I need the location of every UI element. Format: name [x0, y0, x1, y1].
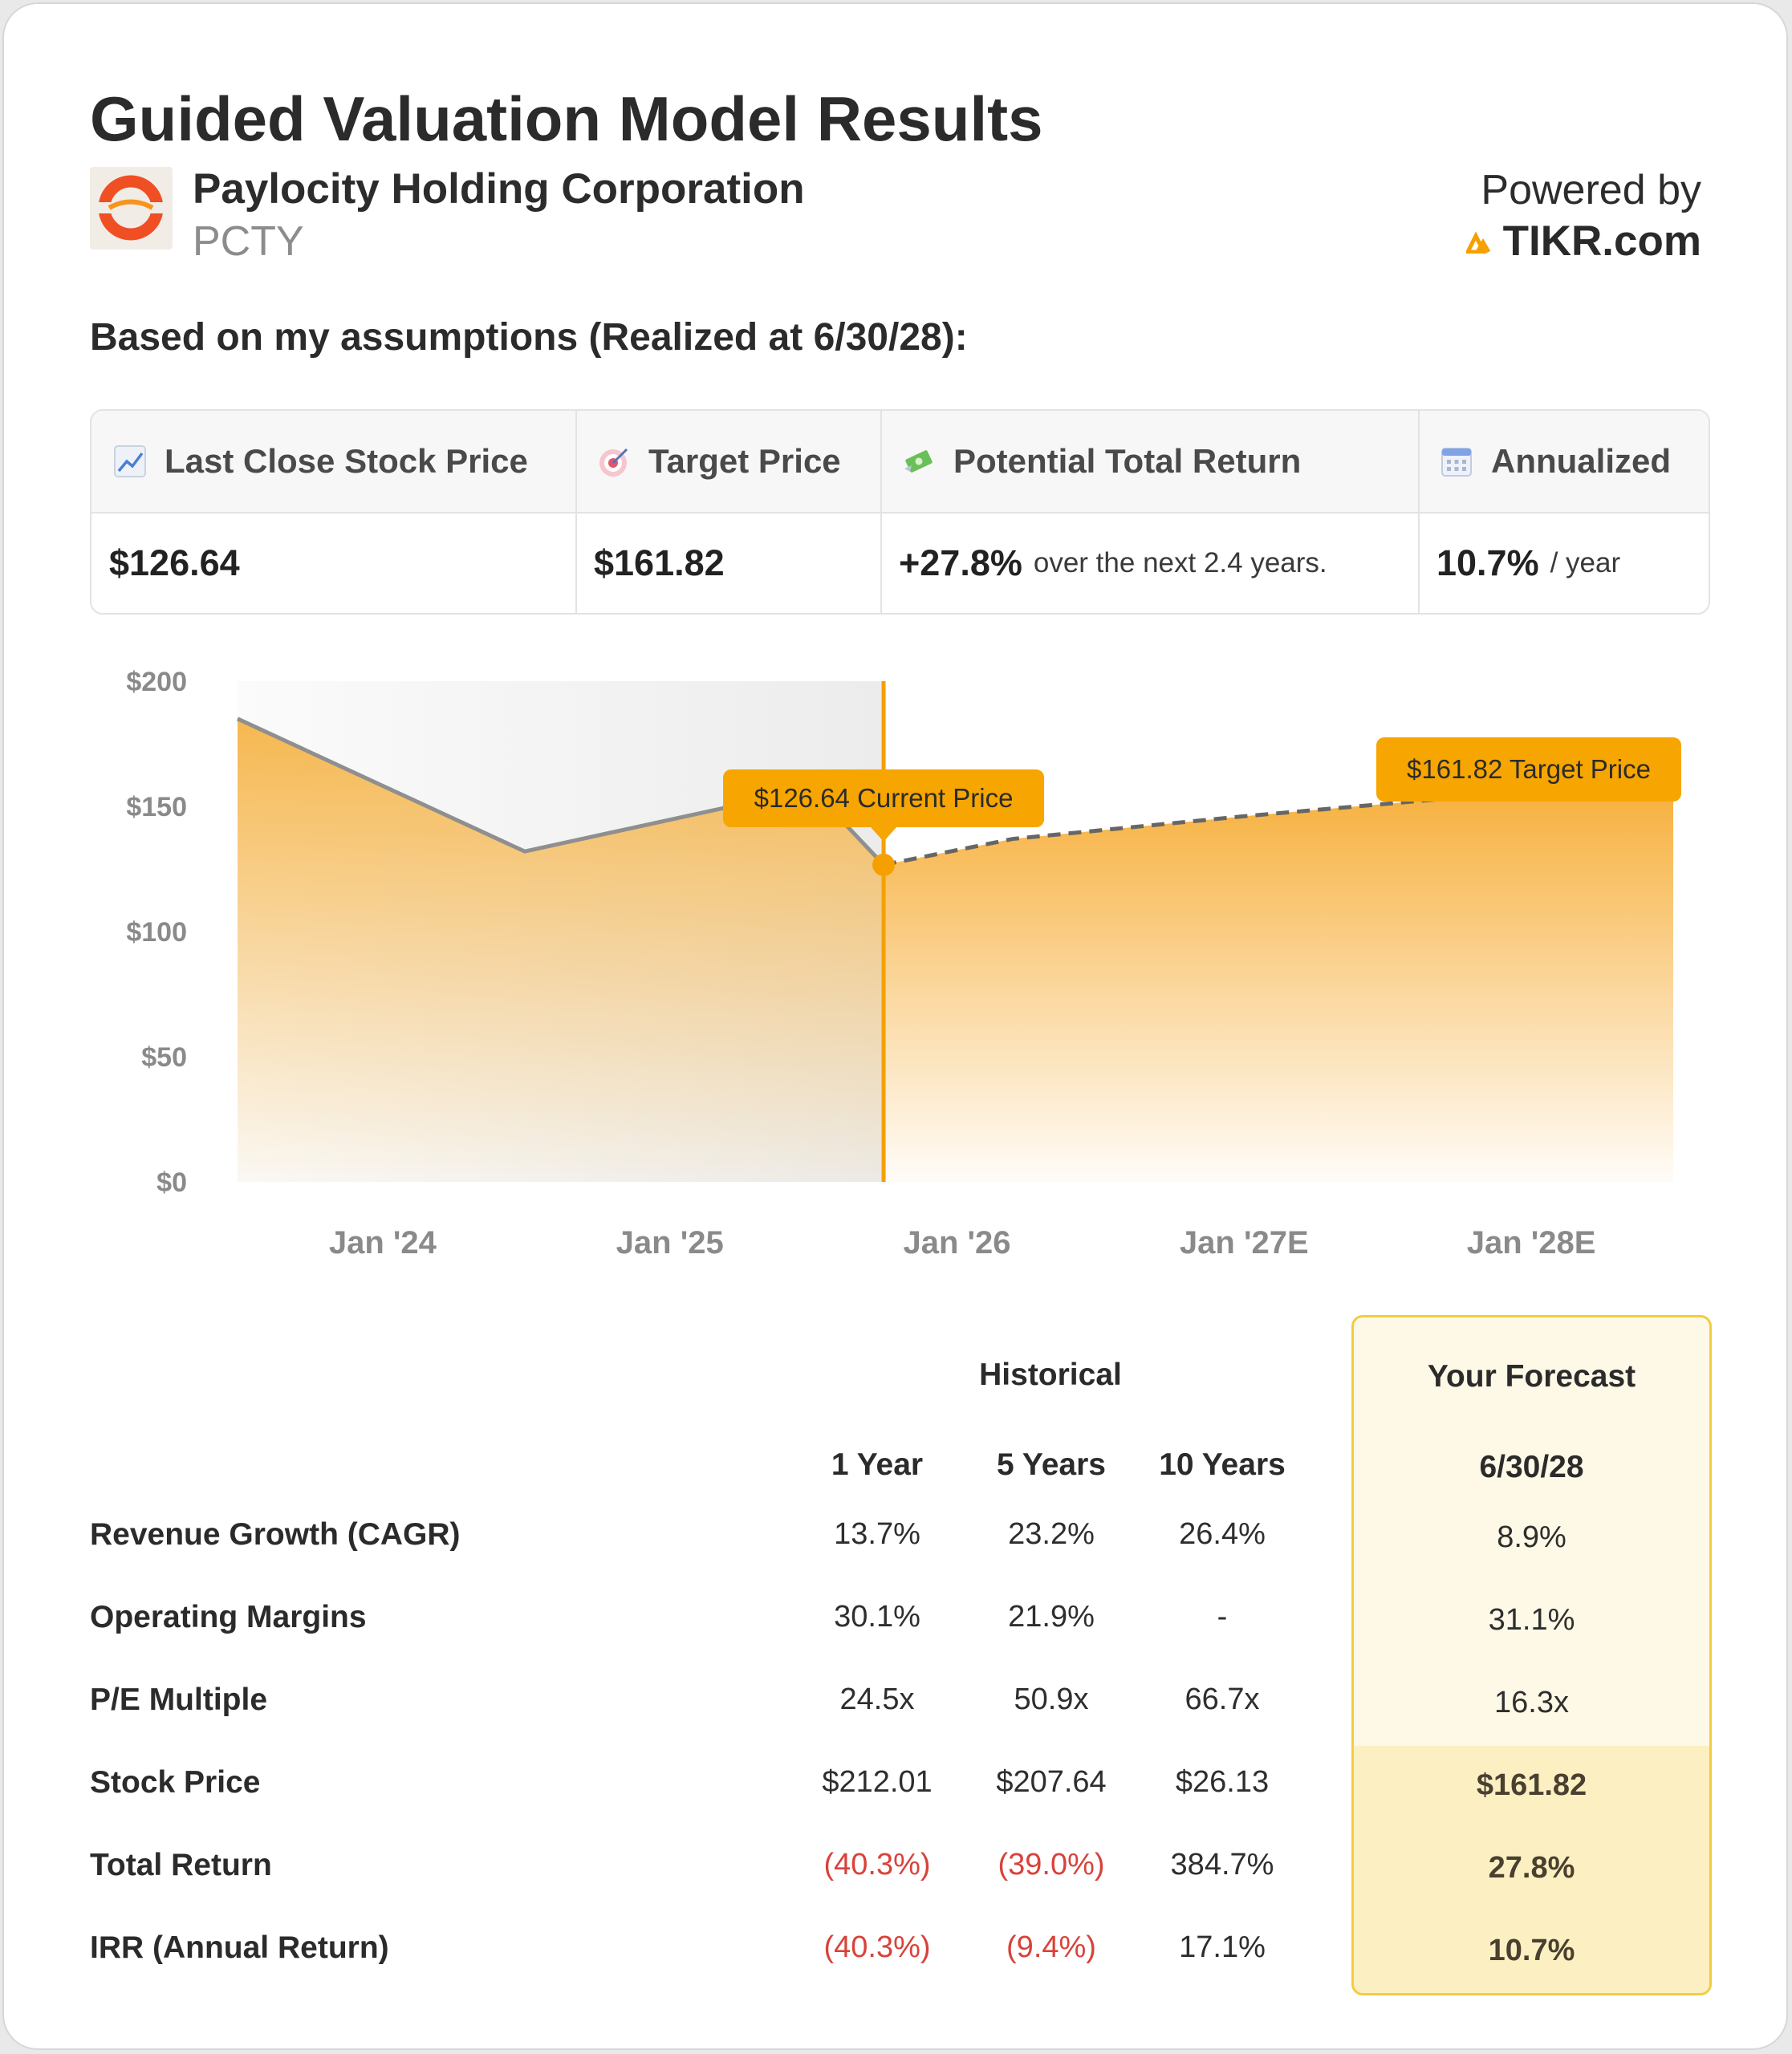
forecast-date-header: 6/30/28	[1479, 1450, 1584, 1484]
y-tick-label: $50	[141, 1042, 187, 1073]
row-label: Stock Price	[90, 1765, 261, 1800]
target-value: $161.82	[594, 542, 725, 583]
assumptions-heading: Based on my assumptions (Realized at 6/3…	[90, 316, 968, 359]
paylocity-logo-icon	[98, 175, 165, 241]
table-cell: 13.7%	[834, 1517, 920, 1551]
row-label: Revenue Growth (CAGR)	[90, 1517, 461, 1552]
annualized-value-cell: 10.7% / year	[1436, 512, 1621, 613]
y-tick-label: $150	[126, 792, 187, 822]
potential-return-header: Potential Total Return	[902, 411, 1301, 512]
row-label: Total Return	[90, 1848, 272, 1882]
table-cell: $212.01	[822, 1765, 933, 1799]
table-cell: 30.1%	[834, 1600, 920, 1634]
annualized-suffix: / year	[1550, 547, 1621, 578]
x-tick-label: Jan '28E	[1467, 1225, 1596, 1260]
y-tick-label: $200	[126, 667, 187, 697]
column-divider	[575, 411, 577, 613]
chart-increasing-icon	[114, 445, 146, 477]
table-cell: 23.2%	[1008, 1517, 1095, 1551]
current-price-point	[872, 853, 896, 876]
row-label: IRR (Annual Return)	[90, 1930, 389, 1965]
page-title: Guided Valuation Model Results	[90, 83, 1043, 154]
table-cell: (9.4%)	[1006, 1930, 1096, 1964]
forecast-cell: 31.1%	[1488, 1603, 1575, 1637]
table-cell: (40.3%)	[823, 1930, 931, 1964]
target-price-label: $161.82 Target Price	[1407, 754, 1651, 784]
forecast-cell: 27.8%	[1488, 1851, 1575, 1885]
target-price-tag: $161.82 Target Price	[1376, 737, 1681, 802]
last-close-header: Last Close Stock Price	[113, 411, 528, 512]
forecast-header: Your Forecast	[1427, 1359, 1636, 1394]
table-cell: 24.5x	[839, 1683, 915, 1716]
current-price-label: $126.64 Current Price	[754, 783, 1014, 813]
forecast-results-highlight	[1354, 1746, 1709, 1993]
current-price-tag: $126.64 Current Price	[723, 769, 1045, 842]
forecast-column-highlight	[1351, 1315, 1712, 1995]
table-cell: -	[1217, 1600, 1228, 1634]
last-close-value: $126.64	[109, 542, 240, 583]
column-5-years: 5 Years	[997, 1447, 1106, 1482]
y-axis: $200 $150 $100 $50 $0	[126, 667, 187, 1198]
table-cell: (40.3%)	[823, 1848, 931, 1881]
x-tick-label: Jan '25	[616, 1225, 724, 1260]
table-cell: 17.1%	[1179, 1930, 1266, 1964]
target-value-cell: $161.82	[594, 512, 725, 613]
x-tick-label: Jan '24	[329, 1225, 437, 1260]
target-price-header: Target Price	[597, 411, 841, 512]
calendar-icon	[1441, 448, 1472, 477]
historical-header: Historical	[979, 1358, 1122, 1392]
ticker-symbol: PCTY	[193, 218, 304, 265]
table-cell: (39.0%)	[998, 1848, 1105, 1881]
y-tick-label: $0	[156, 1167, 187, 1198]
price-chart: $200$150$100$50$0 Jan '24 Jan '25 Jan '26 J…	[126, 667, 1681, 1260]
summary-stats-table: Last Close Stock Price Target Price Pote…	[90, 409, 1710, 615]
column-divider	[1418, 411, 1420, 613]
table-cell: $26.13	[1175, 1765, 1270, 1799]
return-value-cell: +27.8% over the next 2.4 years.	[899, 512, 1327, 613]
money-with-wings-icon	[904, 450, 933, 473]
annualized-header: Annualized	[1440, 411, 1671, 512]
target-icon	[599, 448, 628, 477]
forecast-cell: $161.82	[1476, 1768, 1587, 1802]
x-tick-label: Jan '27E	[1180, 1225, 1309, 1260]
column-10-years: 10 Years	[1159, 1447, 1286, 1482]
company-logo	[90, 167, 173, 250]
forecast-cell: 8.9%	[1497, 1520, 1566, 1554]
company-name: Paylocity Holding Corporation	[193, 165, 805, 213]
table-cell: 50.9x	[1014, 1683, 1089, 1716]
forecast-cell: 16.3x	[1494, 1686, 1569, 1719]
table-cell: $207.64	[996, 1765, 1107, 1799]
powered-by-label: Powered by	[1481, 167, 1701, 213]
forecast-area	[884, 713, 1673, 1182]
table-cell: 66.7x	[1185, 1683, 1260, 1716]
y-tick-label: $100	[126, 917, 187, 948]
brand-link[interactable]: TIKR.com	[1465, 217, 1701, 266]
x-tick-label: Jan '26	[903, 1225, 1010, 1260]
table-cell: 26.4%	[1179, 1517, 1266, 1551]
historical-area	[238, 718, 884, 1182]
annualized-value: 10.7%	[1436, 542, 1539, 583]
forecast-cell: 10.7%	[1488, 1934, 1575, 1967]
row-label: P/E Multiple	[90, 1683, 268, 1717]
return-suffix: over the next 2.4 years.	[1033, 547, 1327, 578]
column-1-year: 1 Year	[831, 1447, 924, 1482]
column-divider	[880, 411, 882, 613]
table-cell: 384.7%	[1170, 1848, 1274, 1881]
row-label: Operating Margins	[90, 1600, 367, 1634]
return-value: +27.8%	[899, 542, 1022, 583]
stats-header-row	[91, 411, 1709, 514]
tikr-logo-icon	[1465, 230, 1490, 254]
last-close-value-cell: $126.64	[109, 512, 240, 613]
x-axis: Jan '24 Jan '25 Jan '26 Jan '27E Jan '28E	[329, 1225, 1596, 1260]
table-cell: 21.9%	[1008, 1600, 1095, 1634]
brand-name: TIKR.com	[1502, 217, 1701, 265]
